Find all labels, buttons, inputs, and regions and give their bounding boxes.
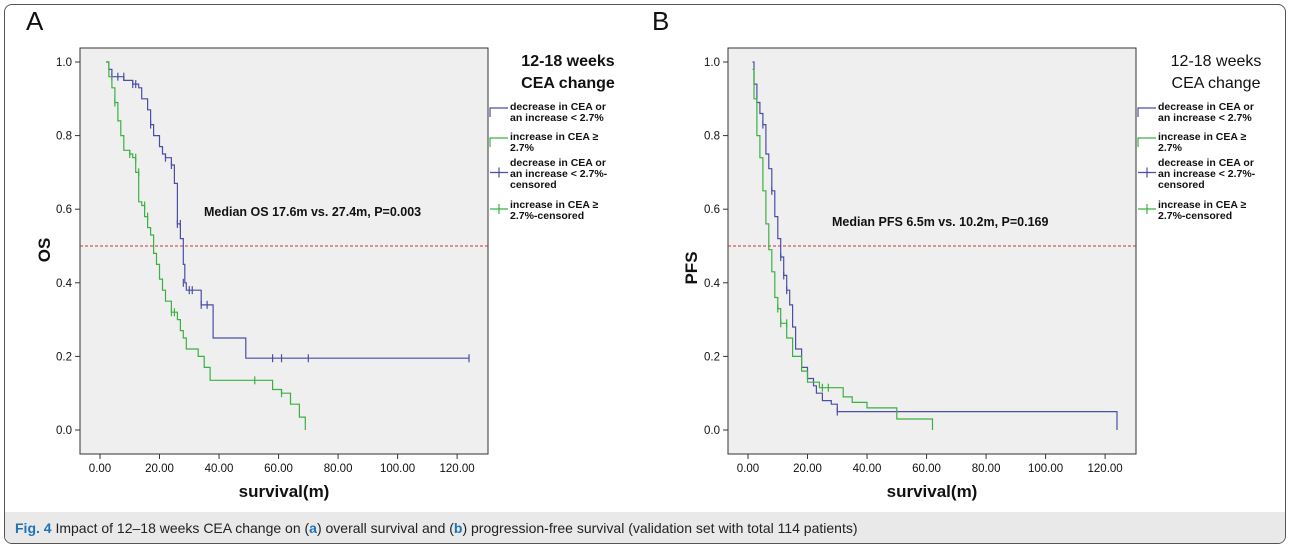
legend-step-swatch bbox=[489, 137, 508, 147]
legend-entry-text: increase in CEA ≥ bbox=[1158, 199, 1246, 211]
y-tick-label: 1.0 bbox=[704, 57, 720, 69]
y-tick-label: 0.6 bbox=[704, 204, 720, 216]
legend-entry-text: an increase < 2.7% bbox=[1158, 112, 1252, 124]
y-axis-title: OS bbox=[35, 238, 54, 263]
plot-area bbox=[79, 47, 489, 455]
panel-b: B 0.0 0.2 0.4 0.6 0.8 1.0 0.00 20.00 40.00 60.00 80… bbox=[652, 6, 1261, 501]
x-tick-label: 120.00 bbox=[1088, 463, 1123, 475]
legend-entry-text: increase in CEA ≥ bbox=[1158, 131, 1246, 143]
legend-symbol-4 bbox=[1138, 204, 1156, 214]
legend-entry-text: 2.7% bbox=[1158, 142, 1183, 154]
legend-step-swatch bbox=[489, 107, 508, 117]
legend-entry-text: an increase < 2.7%- bbox=[1158, 168, 1256, 180]
x-axis-title: survival(m) bbox=[239, 482, 330, 501]
legend-title-line: CEA change bbox=[1172, 75, 1261, 92]
legend-entry-text: decrease in CEA or bbox=[510, 157, 606, 169]
y-tick-label: 0.2 bbox=[56, 351, 72, 363]
x-tick-label: 80.00 bbox=[972, 463, 1001, 475]
legend-symbol-1 bbox=[489, 107, 508, 117]
x-axis-title: survival(m) bbox=[887, 482, 978, 501]
y-tick-label: 1.0 bbox=[56, 57, 72, 69]
legend-symbol-4 bbox=[490, 204, 508, 214]
legend-entry-text: increase in CEA ≥ bbox=[510, 131, 598, 143]
y-tick-label: 0.6 bbox=[56, 204, 72, 216]
caption-text-1: Impact of 12–18 weeks CEA change on ( bbox=[55, 520, 310, 536]
legend-entry-text: 2.7% bbox=[510, 142, 535, 154]
x-tick-label: 120.00 bbox=[440, 463, 475, 475]
y-tick-label: 0.2 bbox=[704, 351, 720, 363]
x-tick-label: 40.00 bbox=[853, 463, 882, 475]
legend-symbol-1 bbox=[1137, 107, 1156, 117]
plot-area bbox=[727, 47, 1137, 455]
figure-caption-bar: Fig. 4 Impact of 12–18 weeks CEA change … bbox=[5, 512, 1285, 543]
legend-step-swatch bbox=[1137, 137, 1156, 147]
caption-panel-b-ref: b bbox=[453, 520, 463, 536]
legend-entry-text: decrease in CEA or bbox=[1158, 101, 1254, 113]
x-tick-label: 60.00 bbox=[264, 463, 293, 475]
x-tick-label: 40.00 bbox=[205, 463, 234, 475]
legend-entry-text: decrease in CEA or bbox=[510, 101, 606, 113]
legend-entry-text: censored bbox=[1158, 179, 1205, 191]
y-tick-label: 0.0 bbox=[704, 425, 720, 437]
x-tick-label: 20.00 bbox=[793, 463, 822, 475]
legend-entry-text: an increase < 2.7%- bbox=[510, 168, 608, 180]
legend-entry-text: decrease in CEA or bbox=[1158, 157, 1254, 169]
caption-text-3: ) progression-free survival (validation … bbox=[462, 520, 858, 536]
x-tick-label: 60.00 bbox=[912, 463, 941, 475]
panel-letter: A bbox=[26, 6, 44, 36]
legend-title-line: 12-18 weeks bbox=[521, 53, 615, 70]
caption-fig-label: Fig. 4 bbox=[15, 520, 52, 536]
median-annotation: Median PFS 6.5m vs. 10.2m, P=0.169 bbox=[832, 215, 1048, 229]
figure-frame bbox=[4, 4, 1286, 544]
x-tick-label: 100.00 bbox=[380, 463, 415, 475]
y-axis-title: PFS bbox=[682, 251, 701, 284]
legend-step-swatch bbox=[1137, 107, 1156, 117]
legend-entry-text: 2.7%-censored bbox=[510, 210, 584, 222]
x-tick-label: 100.00 bbox=[1028, 463, 1063, 475]
y-tick-label: 0.4 bbox=[704, 278, 721, 290]
caption-text-2: ) overall survival and ( bbox=[316, 520, 454, 536]
figure-caption: Fig. 4 Impact of 12–18 weeks CEA change … bbox=[15, 520, 858, 536]
caption-panel-a-ref: a bbox=[309, 520, 317, 536]
x-tick-label: 0.00 bbox=[737, 463, 759, 475]
legend-symbol-3 bbox=[490, 167, 508, 178]
legend-entry-text: increase in CEA ≥ bbox=[510, 199, 598, 211]
panel-a: A 0.0 0.2 0.4 0.6 0.8 1.0 0.00 20.00 40.00 60.00 80… bbox=[26, 6, 615, 501]
panel-letter: B bbox=[652, 6, 669, 36]
legend-entry-text: censored bbox=[510, 179, 557, 191]
legend-entry-text: 2.7%-censored bbox=[1158, 210, 1232, 222]
y-tick-label: 0.8 bbox=[56, 131, 72, 143]
y-tick-label: 0.8 bbox=[704, 131, 720, 143]
x-tick-label: 20.00 bbox=[145, 463, 174, 475]
median-annotation: Median OS 17.6m vs. 27.4m, P=0.003 bbox=[204, 205, 421, 219]
x-tick-label: 0.00 bbox=[89, 463, 111, 475]
x-tick-label: 80.00 bbox=[324, 463, 353, 475]
legend-symbol-2 bbox=[1137, 137, 1156, 147]
y-tick-label: 0.0 bbox=[56, 425, 72, 437]
legend-symbol-3 bbox=[1138, 167, 1156, 178]
legend-title-line: 12-18 weeks bbox=[1171, 53, 1262, 70]
y-tick-label: 0.4 bbox=[56, 278, 73, 290]
legend-symbol-2 bbox=[489, 137, 508, 147]
legend-entry-text: an increase < 2.7% bbox=[510, 112, 604, 124]
legend-title-line: CEA change bbox=[521, 75, 615, 92]
